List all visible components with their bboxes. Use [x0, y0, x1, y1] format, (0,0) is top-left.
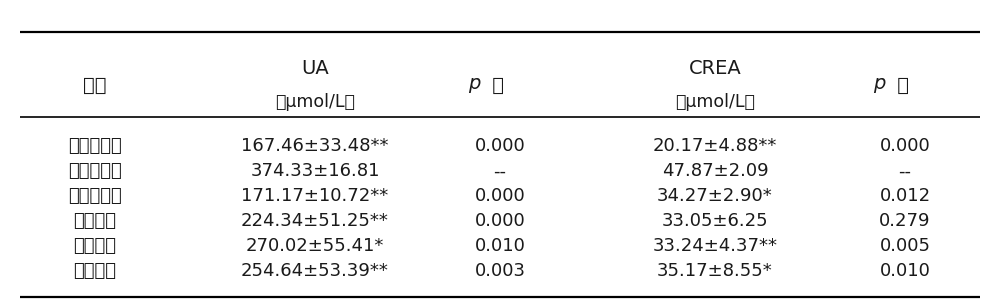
Text: 值: 值 [486, 76, 504, 95]
Text: 空白对照组: 空白对照组 [68, 137, 122, 156]
Text: $p$: $p$ [468, 76, 482, 95]
Text: 高剂量组: 高剂量组 [74, 262, 116, 281]
Text: 20.17±4.88**: 20.17±4.88** [653, 137, 777, 156]
Text: 33.05±6.25: 33.05±6.25 [662, 212, 768, 231]
Text: 低剂量组: 低剂量组 [74, 212, 116, 231]
Text: 0.000: 0.000 [880, 137, 930, 156]
Text: CREA: CREA [689, 59, 741, 78]
Text: 34.27±2.90*: 34.27±2.90* [657, 187, 773, 206]
Text: 中剂量组: 中剂量组 [74, 237, 116, 256]
Text: 模型对照组: 模型对照组 [68, 162, 122, 181]
Text: 47.87±2.09: 47.87±2.09 [662, 162, 768, 181]
Text: 374.33±16.81: 374.33±16.81 [250, 162, 380, 181]
Text: UA: UA [301, 59, 329, 78]
Text: 224.34±51.25**: 224.34±51.25** [241, 212, 389, 231]
Text: 167.46±33.48**: 167.46±33.48** [241, 137, 389, 156]
Text: 值: 值 [891, 76, 909, 95]
Text: 35.17±8.55*: 35.17±8.55* [657, 262, 773, 281]
Text: 0.000: 0.000 [475, 212, 525, 231]
Text: 0.010: 0.010 [880, 262, 930, 281]
Text: 0.005: 0.005 [880, 237, 930, 256]
Text: 0.000: 0.000 [475, 187, 525, 206]
Text: 0.003: 0.003 [475, 262, 526, 281]
Text: 0.010: 0.010 [475, 237, 525, 256]
Text: $p$: $p$ [873, 76, 887, 95]
Text: （μmol/L）: （μmol/L） [275, 93, 355, 111]
Text: 171.17±10.72**: 171.17±10.72** [241, 187, 389, 206]
Text: --: -- [494, 162, 507, 181]
Text: 0.012: 0.012 [879, 187, 931, 206]
Text: --: -- [898, 162, 912, 181]
Text: 33.24±4.37**: 33.24±4.37** [652, 237, 778, 256]
Text: 组别: 组别 [83, 76, 107, 95]
Text: （μmol/L）: （μmol/L） [675, 93, 755, 111]
Text: 0.279: 0.279 [879, 212, 931, 231]
Text: 254.64±53.39**: 254.64±53.39** [241, 262, 389, 281]
Text: 270.02±55.41*: 270.02±55.41* [246, 237, 384, 256]
Text: 0.000: 0.000 [475, 137, 525, 156]
Text: 阳性对照组: 阳性对照组 [68, 187, 122, 206]
